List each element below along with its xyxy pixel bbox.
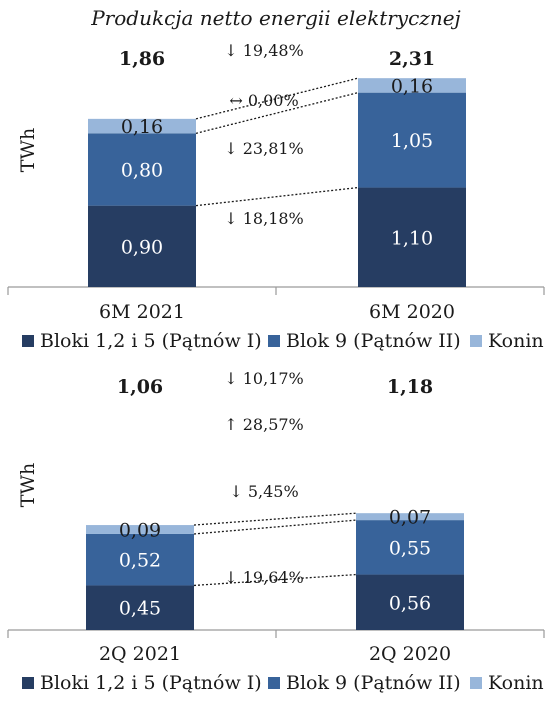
bar-segment bbox=[88, 133, 196, 206]
data-label: 0,16 bbox=[391, 75, 433, 97]
change-label: ↓ 23,81% bbox=[224, 139, 304, 158]
bar-segment bbox=[358, 187, 466, 287]
category-label: 6M 2020 bbox=[369, 301, 455, 323]
data-label: 1,10 bbox=[391, 227, 433, 249]
bar-segment bbox=[358, 78, 466, 93]
bar-segment bbox=[86, 585, 194, 630]
category-label: 6M 2021 bbox=[99, 301, 185, 323]
legend-entry: Konin bbox=[488, 330, 544, 352]
bar-segment bbox=[356, 513, 464, 521]
change-label: ↓ 18,18% bbox=[224, 209, 304, 228]
legend-swatch bbox=[268, 677, 280, 689]
data-label: 0,09 bbox=[119, 520, 161, 542]
y-axis-label: TWh bbox=[17, 128, 39, 172]
total-label: 1,18 bbox=[387, 376, 433, 398]
legend-swatch bbox=[470, 335, 482, 347]
total-label: 1,86 bbox=[119, 48, 165, 70]
bar-segment bbox=[88, 205, 196, 287]
bar-segment bbox=[356, 574, 464, 630]
total-label: 1,06 bbox=[117, 376, 163, 398]
connector-line bbox=[193, 573, 357, 587]
data-label: 0,90 bbox=[121, 236, 163, 258]
change-label: ↓ 10,17% bbox=[224, 369, 304, 388]
data-label: 0,56 bbox=[389, 592, 431, 614]
bar-segment bbox=[88, 118, 196, 134]
data-label: 0,16 bbox=[121, 116, 163, 138]
legend-entry: Konin bbox=[488, 672, 544, 694]
y-axis-label: TWh bbox=[17, 463, 39, 507]
legend-entry: Bloki 1,2 i 5 (Pątnów I) bbox=[40, 330, 262, 352]
change-label: ↔ 0,00% bbox=[229, 91, 298, 110]
connector-line bbox=[193, 512, 357, 526]
legend-swatch bbox=[268, 335, 280, 347]
data-label: 0,52 bbox=[119, 550, 161, 572]
bar-segment bbox=[356, 520, 464, 575]
legend-entry: Blok 9 (Pątnów II) bbox=[286, 330, 461, 352]
chart-title: Produkcja netto energii elektrycznej bbox=[91, 6, 461, 30]
data-label: 0,55 bbox=[389, 537, 431, 559]
connector-line bbox=[193, 519, 357, 535]
legend-swatch bbox=[22, 335, 34, 347]
connector-line bbox=[195, 186, 359, 207]
data-label: 1,05 bbox=[391, 130, 433, 152]
data-label: 0,45 bbox=[119, 598, 161, 620]
category-label: 2Q 2020 bbox=[369, 643, 451, 665]
total-label: 2,31 bbox=[389, 48, 435, 70]
legend-entry: Bloki 1,2 i 5 (Pątnów I) bbox=[40, 672, 262, 694]
change-label: ↓ 19,64% bbox=[224, 568, 304, 587]
legend-entry: Blok 9 (Pątnów II) bbox=[286, 672, 461, 694]
bar-segment bbox=[86, 525, 194, 534]
bar-segment bbox=[358, 92, 466, 188]
legend-swatch bbox=[470, 677, 482, 689]
legend-swatch bbox=[22, 677, 34, 689]
data-label: 0,80 bbox=[121, 159, 163, 181]
change-label: ↓ 19,48% bbox=[224, 41, 304, 60]
change-label: ↑ 28,57% bbox=[224, 415, 304, 434]
data-label: 0,07 bbox=[389, 507, 431, 529]
bar-segment bbox=[86, 533, 194, 586]
change-label: ↓ 5,45% bbox=[229, 482, 298, 501]
category-label: 2Q 2021 bbox=[99, 643, 181, 665]
